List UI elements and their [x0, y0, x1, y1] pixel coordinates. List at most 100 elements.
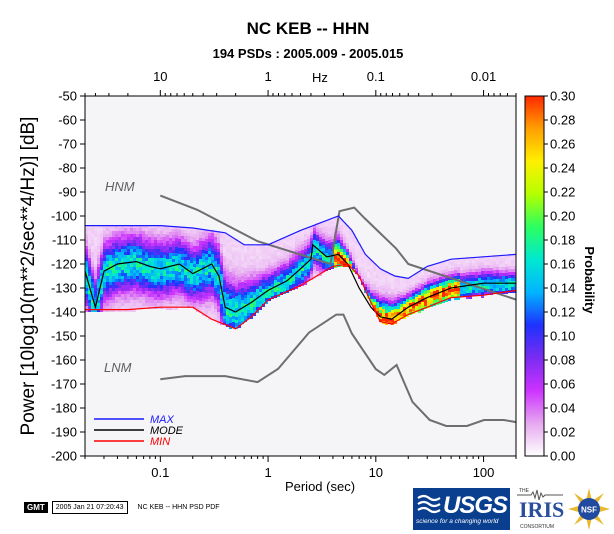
- density-cell: [124, 297, 127, 300]
- density-cell: [178, 257, 181, 260]
- density-cell: [130, 228, 133, 231]
- density-cell: [118, 258, 121, 261]
- density-cell: [511, 275, 514, 278]
- density-cell: [472, 287, 475, 290]
- density-cell: [226, 246, 229, 249]
- density-cell: [145, 273, 148, 276]
- density-cell: [382, 270, 385, 273]
- density-cell: [196, 243, 199, 246]
- density-cell: [151, 246, 154, 249]
- density-cell: [364, 284, 367, 287]
- density-cell: [424, 279, 427, 282]
- density-cell: [103, 273, 106, 276]
- density-cell: [187, 284, 190, 287]
- density-cell: [232, 268, 235, 271]
- density-cell: [415, 288, 418, 291]
- density-cell: [142, 234, 145, 237]
- density-cell: [418, 283, 421, 286]
- density-cell: [88, 234, 91, 237]
- density-cell: [469, 275, 472, 278]
- density-cell: [97, 276, 100, 279]
- density-cell: [142, 255, 145, 258]
- density-cell: [478, 284, 481, 287]
- top-axis-label: Hz: [312, 70, 328, 85]
- density-cell: [448, 298, 451, 301]
- density-cell: [307, 251, 310, 254]
- density-cell: [139, 255, 142, 258]
- density-cell: [124, 234, 127, 237]
- density-cell: [196, 279, 199, 282]
- density-cell: [88, 258, 91, 261]
- density-cell: [205, 281, 208, 284]
- density-cell: [124, 276, 127, 279]
- density-cell: [214, 243, 217, 246]
- density-cell: [250, 280, 253, 283]
- density-cell: [223, 307, 226, 310]
- density-cell: [253, 250, 256, 253]
- density-cell: [94, 231, 97, 234]
- density-cell: [274, 286, 277, 289]
- density-cell: [496, 285, 499, 288]
- density-cell: [91, 288, 94, 291]
- density-cell: [205, 275, 208, 278]
- density-cell: [154, 231, 157, 234]
- density-cell: [448, 265, 451, 268]
- density-cell: [286, 287, 289, 290]
- density-cell: [289, 282, 292, 285]
- density-cell: [97, 297, 100, 300]
- density-cell: [253, 256, 256, 259]
- density-cell: [265, 298, 268, 301]
- density-cell: [217, 303, 220, 306]
- density-cell: [262, 253, 265, 256]
- density-cell: [109, 252, 112, 255]
- density-cell: [148, 246, 151, 249]
- density-cell: [457, 291, 460, 294]
- density-cell: [355, 259, 358, 262]
- density-cell: [115, 297, 118, 300]
- density-cell: [229, 239, 232, 242]
- density-cell: [481, 283, 484, 286]
- density-cell: [226, 234, 229, 237]
- density-cell: [499, 273, 502, 276]
- density-cell: [127, 231, 130, 234]
- density-cell: [346, 255, 349, 258]
- density-cell: [130, 246, 133, 249]
- density-cell: [97, 306, 100, 309]
- density-cell: [262, 298, 265, 301]
- density-cell: [343, 258, 346, 261]
- density-cell: [115, 240, 118, 243]
- density-cell: [235, 287, 238, 290]
- density-cell: [94, 285, 97, 288]
- density-cell: [325, 229, 328, 232]
- density-cell: [466, 293, 469, 296]
- density-cell: [157, 261, 160, 264]
- density-cell: [175, 292, 178, 295]
- density-cell: [502, 261, 505, 264]
- density-cell: [148, 261, 151, 264]
- colorbar-tick-label: 0.00: [550, 449, 575, 464]
- density-cell: [151, 276, 154, 279]
- density-cell: [364, 254, 367, 257]
- density-cell: [373, 302, 376, 305]
- density-cell: [97, 270, 100, 273]
- density-cell: [169, 301, 172, 304]
- density-cell: [457, 267, 460, 270]
- density-cell: [172, 244, 175, 247]
- density-cell: [424, 300, 427, 303]
- density-cell: [127, 294, 130, 297]
- density-cell: [103, 234, 106, 237]
- density-cell: [277, 258, 280, 261]
- density-cell: [289, 246, 292, 249]
- density-cell: [385, 301, 388, 304]
- density-cell: [469, 257, 472, 260]
- density-cell: [175, 298, 178, 301]
- density-cell: [373, 293, 376, 296]
- density-cell: [322, 236, 325, 239]
- density-cell: [142, 270, 145, 273]
- density-cell: [172, 265, 175, 268]
- density-cell: [127, 303, 130, 306]
- density-cell: [382, 273, 385, 276]
- density-cell: [142, 300, 145, 303]
- density-cell: [292, 236, 295, 239]
- top-frequency-axis: 10 1 0.1 0.01: [84, 69, 517, 96]
